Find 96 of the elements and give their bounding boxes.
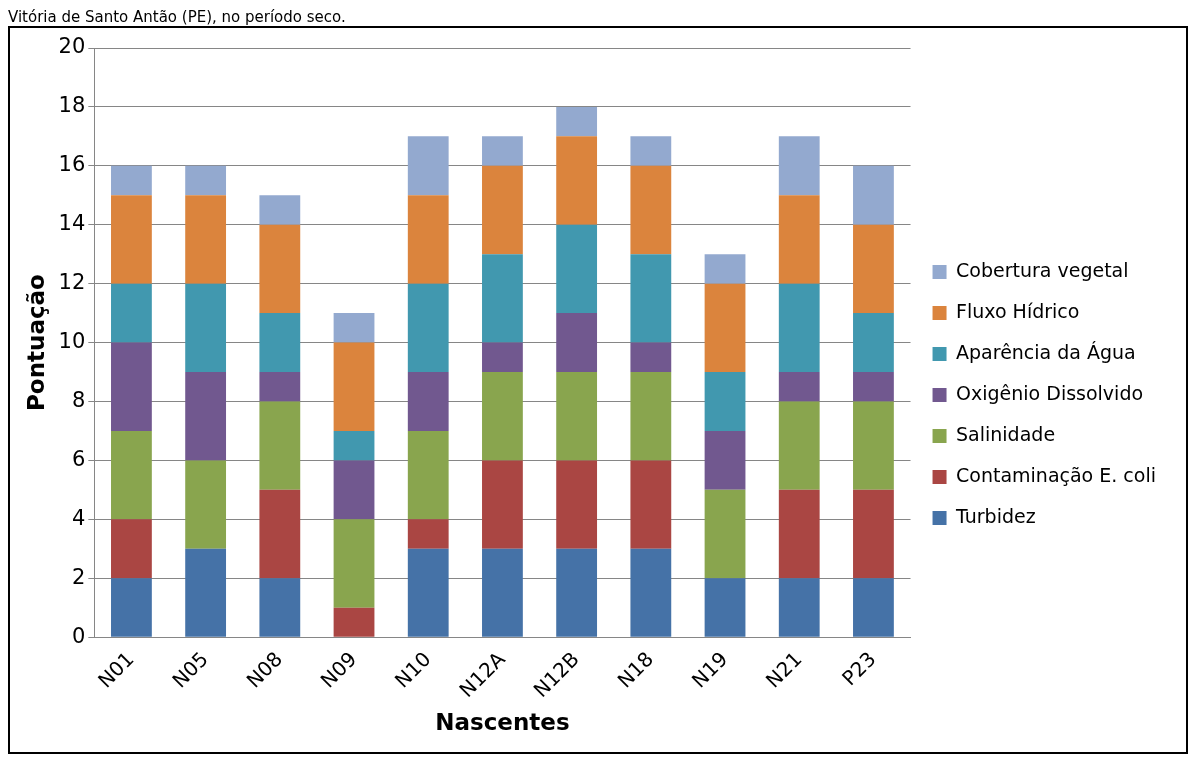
- bar: [259, 489, 301, 579]
- bar: [704, 430, 746, 490]
- bar: [259, 372, 301, 402]
- bar: [853, 578, 894, 637]
- bar: [111, 195, 152, 284]
- bar: [778, 489, 820, 579]
- bar: [407, 519, 449, 549]
- bar: [630, 342, 672, 373]
- bar: [185, 372, 227, 461]
- bar: [482, 372, 523, 461]
- bar: [482, 548, 523, 637]
- x-tick-label: P23: [837, 646, 881, 691]
- bar: [853, 224, 894, 314]
- bar: [333, 430, 375, 461]
- bar: [333, 313, 375, 343]
- y-tick-label: 16: [58, 152, 86, 177]
- bar: [482, 254, 523, 343]
- bar: [556, 372, 598, 461]
- legend-label: Contaminação E. coli: [956, 463, 1156, 486]
- bar: [556, 224, 598, 314]
- bar: [407, 430, 449, 520]
- y-tick-label: 6: [71, 446, 86, 471]
- legend-label: Aparência da Água: [956, 340, 1136, 363]
- bar: [111, 342, 152, 431]
- bar: [704, 254, 746, 284]
- legend-label: Turbidez: [955, 504, 1036, 527]
- bar: [333, 342, 375, 431]
- bar: [556, 460, 598, 549]
- bar: [704, 578, 746, 637]
- bar: [333, 607, 375, 637]
- bar: [556, 106, 598, 137]
- bar: [482, 342, 523, 373]
- bar: [704, 372, 746, 431]
- bar: [630, 372, 672, 461]
- bar: [111, 519, 152, 579]
- y-tick-label: 20: [58, 34, 86, 59]
- legend-label: Fluxo Hídrico: [956, 299, 1080, 322]
- bar: [778, 283, 820, 373]
- bar: [704, 489, 746, 579]
- y-tick-label: 18: [58, 93, 86, 118]
- y-axis-title: Pontuação: [22, 274, 49, 412]
- bar: [259, 578, 301, 637]
- bar: [482, 460, 523, 549]
- bar: [853, 489, 894, 579]
- bar: [556, 548, 598, 637]
- bar: [482, 165, 523, 255]
- y-tick-label: 12: [58, 270, 86, 295]
- y-tick-label: 2: [71, 564, 86, 589]
- bar: [185, 548, 227, 637]
- legend-label: Oxigênio Dissolvido: [956, 381, 1144, 404]
- bar: [630, 254, 672, 343]
- bar: [185, 165, 227, 196]
- bar: [556, 313, 598, 373]
- bar: [407, 195, 449, 284]
- bar: [778, 578, 820, 637]
- bar: [630, 136, 672, 166]
- bar: [853, 401, 894, 490]
- bar: [853, 165, 894, 225]
- bar: [259, 195, 301, 225]
- legend-label: Salinidade: [956, 422, 1056, 445]
- x-axis-title: Nascentes: [435, 709, 570, 736]
- bar: [185, 283, 227, 373]
- bar: [259, 313, 301, 373]
- bar: [333, 460, 375, 520]
- text: Vitória de Santo Antão (PE), no período seco.: [8, 8, 347, 26]
- y-tick-label: 10: [58, 329, 86, 354]
- bar: [630, 548, 672, 637]
- bar: [630, 460, 672, 549]
- bar: [778, 401, 820, 490]
- bar: [259, 401, 301, 490]
- y-tick-label: 4: [71, 505, 86, 530]
- bar: [778, 136, 820, 196]
- bar: [111, 430, 152, 520]
- bar: [259, 224, 301, 314]
- bar: [778, 195, 820, 284]
- bar: [853, 313, 894, 373]
- bar: [407, 283, 449, 373]
- y-tick-label: 8: [71, 387, 86, 412]
- bar: [111, 165, 152, 196]
- bar: [853, 372, 894, 402]
- bar: [333, 519, 375, 608]
- bar: [778, 372, 820, 402]
- bar: [407, 372, 449, 431]
- bar: [630, 165, 672, 255]
- bar: [704, 283, 746, 373]
- bar: [556, 136, 598, 225]
- bar: [482, 136, 523, 166]
- bar: [185, 460, 227, 549]
- bar: [407, 136, 449, 196]
- bar: [111, 578, 152, 637]
- y-tick-label: 0: [71, 623, 86, 648]
- bar: [407, 548, 449, 637]
- bar: [185, 195, 227, 284]
- y-tick-label: 14: [58, 211, 86, 236]
- legend-label: Cobertura vegetal: [956, 258, 1129, 281]
- bar: [111, 283, 152, 343]
